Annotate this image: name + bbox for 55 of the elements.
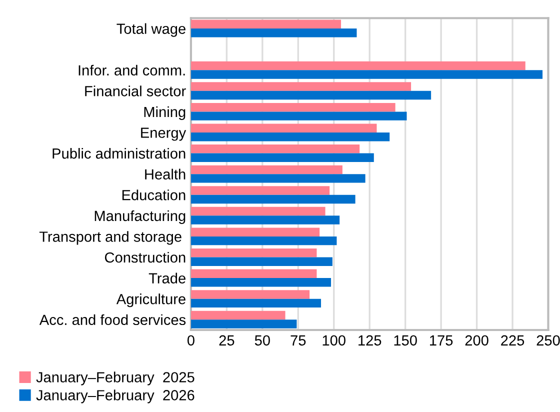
x-tick-label: 25: [219, 335, 234, 346]
bar: [190, 112, 407, 120]
y-tick-label: Acc. and food services: [39, 314, 186, 326]
bar: [190, 228, 320, 236]
bar: [190, 257, 332, 266]
bar: [190, 236, 337, 246]
bar: [190, 28, 357, 38]
y-tick-label: Manufacturing: [94, 210, 186, 224]
y-tick-label: Energy: [141, 128, 186, 141]
bar: [190, 320, 297, 328]
x-tick-label: 150: [394, 335, 417, 346]
y-tick-label: Construction: [104, 252, 186, 263]
bar: [190, 82, 412, 91]
x-tick-label: 75: [290, 335, 306, 346]
legend-label: January–February 2025: [36, 372, 194, 386]
bar: [190, 174, 366, 183]
x-tick-label: 175: [430, 335, 453, 346]
x-tick-label: 100: [322, 335, 346, 346]
bar: [190, 278, 332, 287]
bar: [190, 310, 286, 320]
x-tick-label: 250: [536, 335, 560, 346]
bar: [190, 194, 356, 204]
bar: [190, 206, 326, 216]
x-tick-label: 125: [358, 335, 382, 346]
bar: [190, 61, 526, 70]
bar: [190, 165, 342, 174]
bar: [190, 132, 390, 142]
y-tick-label: Financial sector: [85, 86, 186, 96]
x-tick-label: 200: [465, 335, 488, 346]
y-tick-label: Education: [122, 190, 186, 200]
bar: [190, 144, 360, 154]
legend-label: January–February 2026: [36, 390, 194, 404]
x-tick-label: 225: [501, 335, 524, 346]
y-tick-label: Agriculture: [116, 294, 186, 308]
y-tick-label: Public administration: [52, 148, 186, 159]
bar: [190, 20, 342, 29]
bar: [190, 248, 317, 258]
x-tick-label: 50: [254, 335, 270, 346]
bar: [190, 70, 543, 79]
y-tick-label: Health: [145, 168, 186, 180]
bar: [190, 102, 396, 112]
bar: [190, 124, 377, 132]
y-tick-label: Mining: [144, 106, 186, 120]
y-tick-label: Transport and storage: [39, 231, 182, 245]
x-tick-label: 0: [187, 335, 194, 346]
bar: [190, 290, 310, 299]
bar: [190, 298, 322, 308]
y-tick-label: Infor. and comm.: [78, 64, 185, 76]
bar: [190, 90, 432, 100]
bar: [190, 153, 374, 162]
bar: [190, 269, 317, 278]
y-tick-label: Total wage: [116, 23, 186, 37]
bar: [190, 216, 340, 224]
bar: [190, 186, 330, 195]
y-tick-label: Trade: [148, 272, 186, 284]
